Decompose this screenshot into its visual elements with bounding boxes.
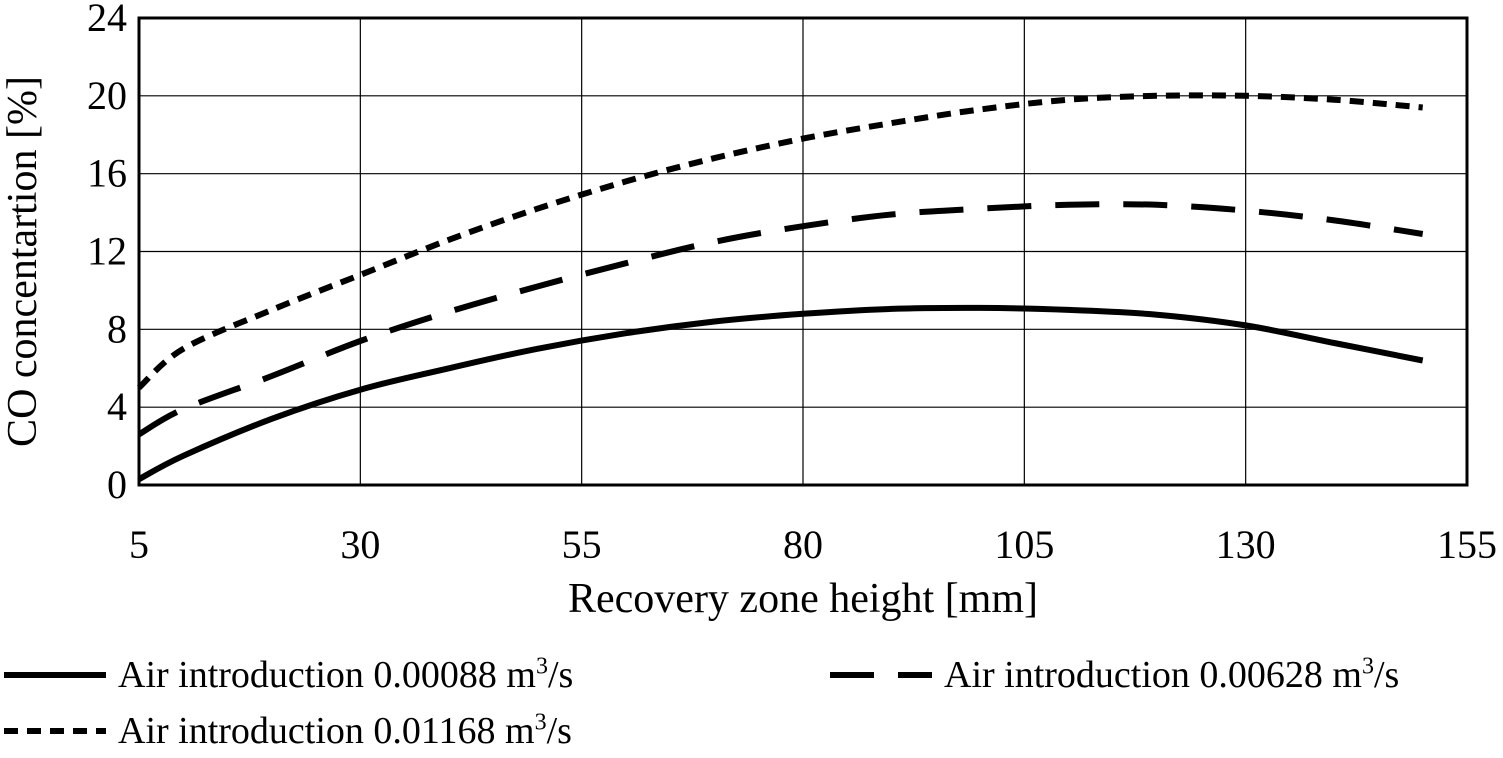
y-tick-label: 12 xyxy=(87,229,127,274)
series-line-solid xyxy=(137,304,1424,482)
x-tick-label: 80 xyxy=(783,522,823,567)
legend-item-1: Air introduction 0.00628 m3/s xyxy=(826,648,1399,702)
x-axis-title: Recovery zone height [mm] xyxy=(568,576,1038,622)
legend-item-0: Air introduction 0.00088 m3/s xyxy=(0,648,573,702)
y-tick-label: 4 xyxy=(107,384,127,429)
legend-label: Air introduction 0.00088 xyxy=(118,654,497,696)
y-tick-label: 0 xyxy=(107,462,127,507)
legend-item-2: Air introduction 0.01168 m3/s xyxy=(0,704,572,758)
series-line-long-dash xyxy=(137,201,1424,438)
grid-lines xyxy=(139,18,1467,485)
y-tick-label: 24 xyxy=(87,0,127,40)
x-tick-label: 5 xyxy=(129,522,149,567)
legend-swatch-short-dash xyxy=(4,728,106,734)
tick-labels: 0 4 8 12 16 20 24 5 30 55 80 105 130 155 xyxy=(87,0,1497,567)
x-tick-label: 130 xyxy=(1216,522,1276,567)
y-tick-label: 16 xyxy=(87,151,127,196)
legend-label: Air introduction 0.01168 xyxy=(118,710,496,752)
x-tick-label: 155 xyxy=(1437,522,1497,567)
legend-label: Air introduction 0.00628 xyxy=(944,654,1323,696)
legend-unit: m3/s xyxy=(1332,653,1400,696)
line-chart: 0 4 8 12 16 20 24 5 30 55 80 105 130 155 Recovery zon… xyxy=(0,0,1497,622)
legend-swatch-long-dash xyxy=(830,672,932,678)
y-tick-label: 20 xyxy=(87,73,127,118)
legend-unit: m3/s xyxy=(505,709,572,752)
series-lines xyxy=(136,92,1424,482)
x-tick-label: 30 xyxy=(340,522,380,567)
y-tick-label: 8 xyxy=(107,306,127,351)
x-tick-label: 55 xyxy=(562,522,602,567)
series-line-short-dash xyxy=(136,92,1423,390)
plot-frame xyxy=(137,16,1469,487)
legend: Air introduction 0.00088 m3/s Air introd… xyxy=(0,640,1503,752)
x-tick-label: 105 xyxy=(994,522,1054,567)
legend-swatch-solid xyxy=(4,672,106,678)
legend-unit: m3/s xyxy=(506,653,574,696)
y-axis-title: CO concentartion [%] xyxy=(0,76,46,447)
